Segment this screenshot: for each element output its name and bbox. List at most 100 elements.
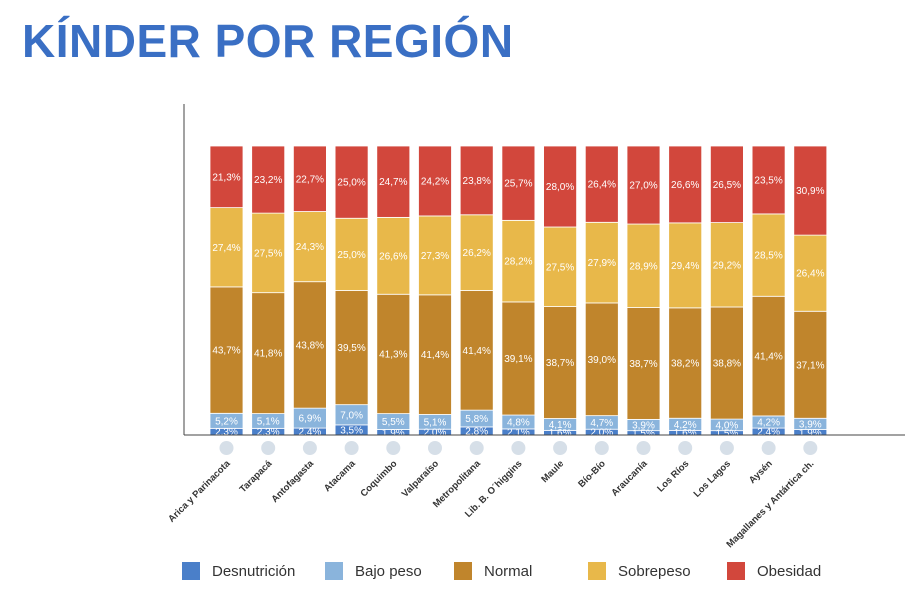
bar-segment-normal [459, 290, 494, 411]
bar-segment-normal [710, 306, 744, 420]
legend-swatch [454, 562, 472, 580]
segment-value-label: 25,7% [504, 179, 532, 190]
category-marker-dot [678, 441, 693, 455]
segment-value-label: 1,9% [382, 428, 405, 439]
segment-value-label: 3,5% [340, 425, 363, 436]
bar-segment-obesidad [292, 145, 327, 212]
bar-segment-sobrepeso [292, 211, 327, 283]
bar-segment-obesidad [251, 145, 286, 214]
segment-value-label: 27,5% [546, 262, 574, 273]
segment-value-label: 2,4% [299, 427, 322, 438]
category-label: Atacama [322, 458, 358, 494]
segment-value-label: 26,2% [463, 248, 491, 259]
category-marker-dot [428, 441, 442, 455]
category-marker-dot [386, 441, 401, 455]
bar-segment-obesidad [459, 145, 494, 216]
category-label: Magallanes y Antártica ch. [725, 458, 817, 550]
segment-value-label: 1,5% [632, 428, 655, 439]
category-marker-dot [219, 441, 234, 455]
segment-value-label: 26,6% [379, 251, 407, 262]
segment-value-label: 28,2% [504, 257, 532, 268]
legend-item: Bajo peso [325, 560, 422, 582]
segment-value-label: 6,9% [299, 414, 322, 425]
segment-value-label: 2,1% [507, 427, 530, 438]
bar-segment-sobrepeso [376, 216, 411, 295]
segment-value-label: 27,5% [254, 248, 282, 259]
segment-value-label: 7,0% [340, 410, 363, 421]
segment-labels-group: 2,3%5,2%43,7%27,4%21,3%2,3%5,1%41,8%27,5… [212, 172, 824, 439]
segment-value-label: 41,4% [463, 346, 491, 357]
bar-segment-obesidad [668, 145, 703, 224]
segment-value-label: 27,0% [629, 181, 657, 192]
segment-value-label: 2,3% [257, 427, 280, 438]
bar-segment-normal [209, 286, 244, 414]
segment-value-label: 27,3% [421, 251, 449, 262]
legend-label: Obesidad [757, 562, 822, 580]
segment-value-label: 2,8% [465, 426, 488, 437]
segment-value-label: 27,9% [588, 258, 616, 269]
segment-value-label: 25,0% [337, 178, 365, 189]
bar-segment-sobrepeso [793, 234, 828, 312]
segment-value-label: 4,0% [716, 420, 739, 431]
bar-segment-sobrepeso [501, 219, 536, 303]
segment-value-label: 26,4% [796, 269, 824, 280]
segment-value-label: 1,6% [549, 428, 572, 439]
segment-value-label: 38,2% [671, 359, 699, 370]
category-label: Maule [539, 458, 566, 485]
segment-value-label: 23,2% [254, 175, 282, 186]
legend-swatch [182, 562, 200, 580]
bar-segment-normal [626, 307, 661, 420]
category-marker-dot [761, 441, 776, 455]
segment-value-label: 1,9% [799, 428, 822, 439]
segment-value-label: 5,2% [215, 416, 238, 427]
category-label: Coquimbo [358, 458, 399, 499]
legend-label: Sobrepeso [618, 562, 691, 580]
segment-value-label: 39,1% [504, 354, 532, 365]
bar-segment-sobrepeso [334, 217, 369, 291]
bars-group [209, 145, 828, 436]
category-marker-dot [553, 441, 568, 455]
segment-value-label: 26,5% [713, 180, 741, 191]
category-marker-dot [302, 441, 317, 455]
segment-value-label: 28,0% [546, 182, 574, 193]
segment-value-label: 39,0% [588, 355, 616, 366]
bar-segment-normal [334, 290, 369, 406]
segment-value-label: 28,9% [629, 261, 657, 272]
legend-swatch [588, 562, 606, 580]
segment-value-label: 2,3% [215, 427, 238, 438]
segment-value-label: 37,1% [796, 360, 824, 371]
segment-value-label: 29,2% [713, 260, 741, 271]
category-marker-dot [594, 441, 609, 455]
segment-value-label: 41,8% [254, 349, 282, 360]
bar-segment-obesidad [751, 145, 786, 215]
segment-value-label: 29,4% [671, 261, 699, 272]
segment-value-label: 41,3% [379, 349, 407, 360]
legend-swatch [325, 562, 343, 580]
legend-item: Obesidad [727, 560, 821, 582]
bar-segment-sobrepeso [209, 207, 244, 288]
segment-value-label: 41,4% [421, 350, 449, 361]
bar-segment-sobrepeso [418, 215, 452, 296]
segment-value-label: 23,8% [463, 176, 491, 187]
category-label: Aysén [747, 458, 775, 486]
segment-value-label: 5,1% [257, 416, 280, 427]
bar-segment-normal [793, 310, 828, 419]
segment-value-label: 21,3% [212, 172, 240, 183]
segment-value-label: 39,5% [337, 343, 365, 354]
segment-value-label: 5,5% [382, 417, 405, 428]
segment-value-label: 2,0% [424, 428, 447, 439]
legend-label: Bajo peso [355, 562, 422, 580]
bar-segment-sobrepeso [710, 222, 744, 308]
bar-segment-normal [251, 292, 286, 414]
category-marker-dot [261, 441, 276, 455]
category-marker-dot [344, 441, 359, 455]
bar-segment-obesidad [501, 145, 536, 221]
bar-segment-obesidad [209, 145, 244, 209]
segment-value-label: 27,4% [212, 243, 240, 254]
bar-segment-sobrepeso [584, 221, 619, 304]
segment-value-label: 4,7% [590, 418, 613, 429]
segment-value-label: 28,5% [754, 251, 782, 262]
legend-label: Desnutrición [212, 562, 296, 580]
category-marker-dot [469, 441, 484, 455]
